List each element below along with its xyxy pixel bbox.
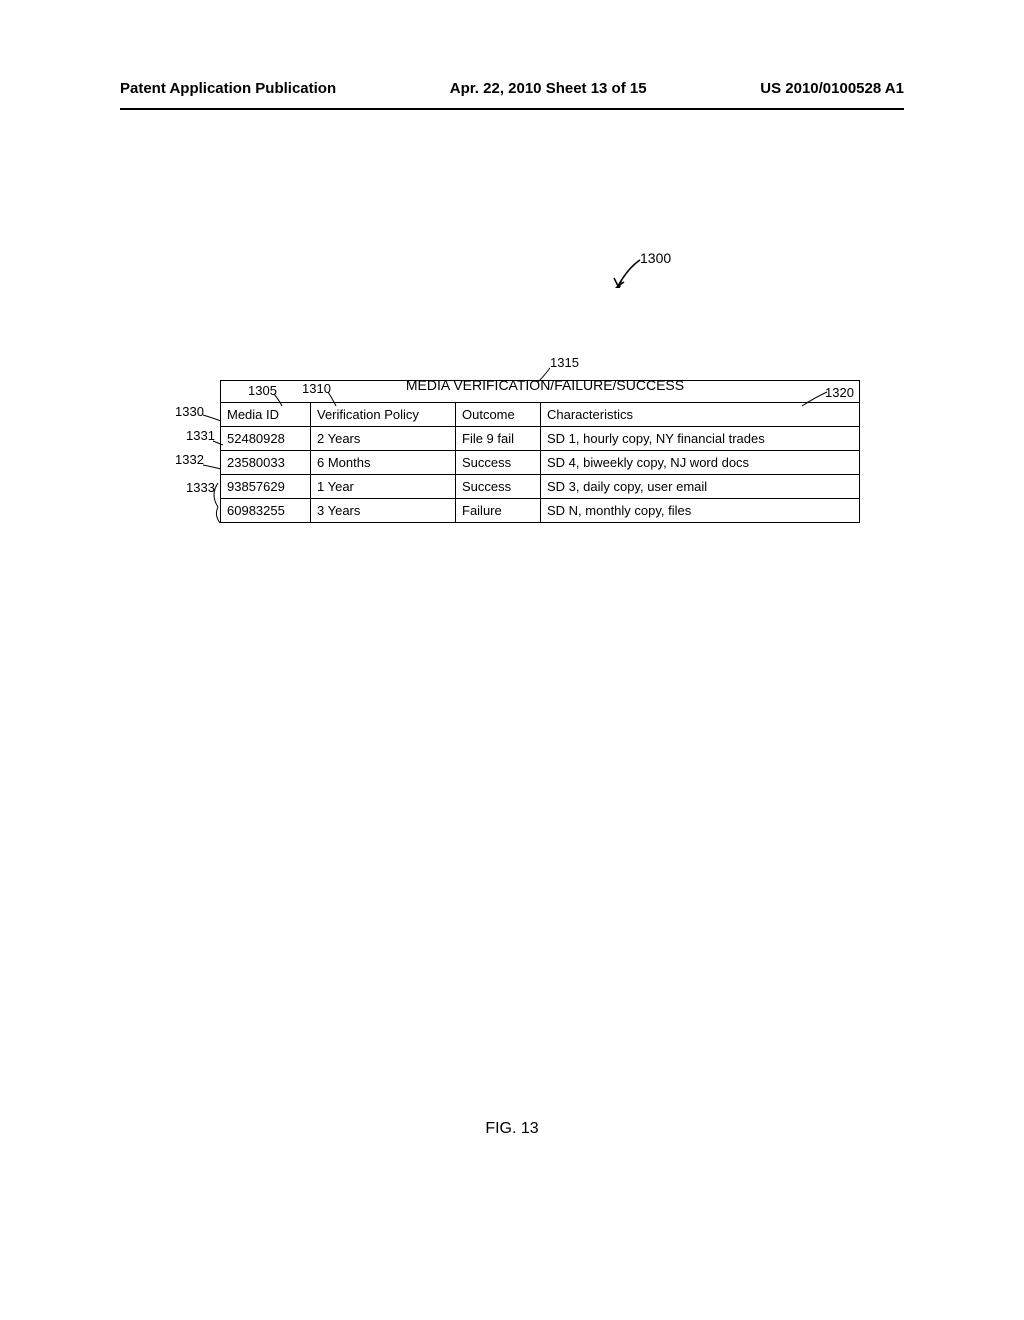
header-center: Apr. 22, 2010 Sheet 13 of 15: [450, 80, 647, 97]
cell-media-id: 52480928: [221, 427, 311, 451]
header-rule: [120, 108, 904, 110]
callout-1331: 1331: [186, 428, 215, 443]
callout-1330-line: [203, 410, 221, 428]
callout-1310: 1310: [302, 381, 331, 396]
verification-table-container: MEDIA VERIFICATION/FAILURE/SUCCESS Media…: [220, 380, 860, 523]
cell-outcome: Success: [456, 451, 541, 475]
cell-media-id: 93857629: [221, 475, 311, 499]
page-header: Patent Application Publication Apr. 22, …: [0, 80, 1024, 97]
cell-policy: 6 Months: [311, 451, 456, 475]
callout-1320: 1320: [825, 385, 854, 400]
callout-1310-line: [328, 392, 343, 412]
cell-media-id: 23580033: [221, 451, 311, 475]
cell-characteristics: SD 1, hourly copy, NY financial trades: [541, 427, 860, 451]
arrow-1300-icon: [610, 258, 645, 293]
cell-outcome: File 9 fail: [456, 427, 541, 451]
cell-characteristics: SD N, monthly copy, files: [541, 499, 860, 523]
callout-1333-line: [210, 483, 225, 528]
cell-policy: 1 Year: [311, 475, 456, 499]
callout-1320-line: [802, 390, 827, 413]
col-header-outcome: Outcome: [456, 403, 541, 427]
cell-outcome: Failure: [456, 499, 541, 523]
cell-media-id: 60983255: [221, 499, 311, 523]
header-right: US 2010/0100528 A1: [760, 80, 904, 97]
table-header-row: Media ID Verification Policy Outcome Cha…: [221, 403, 860, 427]
cell-characteristics: SD 4, biweekly copy, NJ word docs: [541, 451, 860, 475]
callout-1305: 1305: [248, 383, 277, 398]
table-row: 52480928 2 Years File 9 fail SD 1, hourl…: [221, 427, 860, 451]
callout-1305-line: [274, 394, 289, 414]
cell-characteristics: SD 3, daily copy, user email: [541, 475, 860, 499]
figure-label: FIG. 13: [0, 1120, 1024, 1138]
callout-1331-line: [213, 434, 223, 452]
cell-policy: 3 Years: [311, 499, 456, 523]
cell-policy: 2 Years: [311, 427, 456, 451]
callout-1315: 1315: [550, 355, 579, 370]
header-left: Patent Application Publication: [120, 80, 336, 97]
table-row: 93857629 1 Year Success SD 3, daily copy…: [221, 475, 860, 499]
table-row: 23580033 6 Months Success SD 4, biweekly…: [221, 451, 860, 475]
callout-1332-line: [203, 458, 221, 476]
cell-outcome: Success: [456, 475, 541, 499]
col-header-media-id: Media ID: [221, 403, 311, 427]
table-row: 60983255 3 Years Failure SD N, monthly c…: [221, 499, 860, 523]
callout-1332: 1332: [175, 452, 204, 467]
table-title: MEDIA VERIFICATION/FAILURE/SUCCESS: [375, 377, 715, 393]
callout-1330: 1330: [175, 404, 204, 419]
verification-table: Media ID Verification Policy Outcome Cha…: [220, 380, 860, 523]
